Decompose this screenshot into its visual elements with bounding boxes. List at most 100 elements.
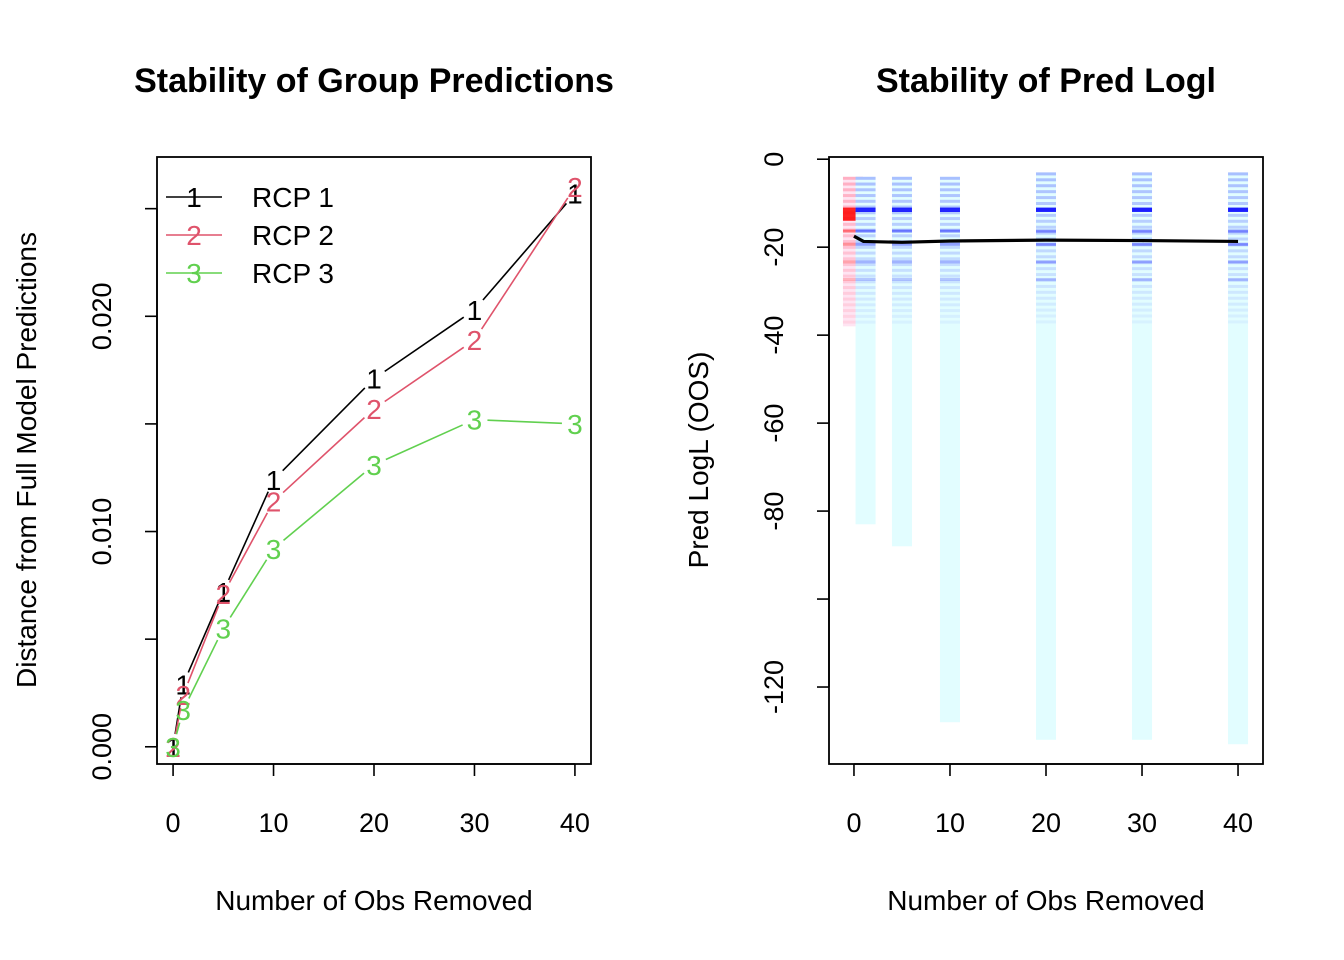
density-band (939, 297, 960, 301)
density-band (891, 286, 912, 290)
density-band (1132, 296, 1153, 300)
left-x-tick-label: 10 (259, 808, 289, 838)
density-band (842, 320, 863, 324)
density-band (842, 263, 863, 267)
density-band (1228, 190, 1249, 194)
density-peak-band (1228, 207, 1249, 212)
density-band (891, 228, 912, 232)
density-band (1132, 219, 1153, 223)
density-band (1228, 278, 1249, 282)
series-3-segment (188, 639, 219, 699)
series-3-segment (175, 722, 181, 735)
density-band (939, 320, 960, 324)
density-band (1228, 184, 1249, 188)
series-2-segment (384, 346, 465, 403)
density-band (1228, 249, 1249, 253)
density-band (891, 251, 912, 255)
density-band (1036, 255, 1056, 259)
legend-marker-rcp-2: 2 (186, 220, 202, 251)
density-band (891, 217, 912, 221)
left-x-axis-label: Number of Obs Removed (215, 885, 532, 916)
density-band (1036, 267, 1056, 271)
series-1-segment (384, 316, 465, 373)
series-2: 2 2 2 2 2 2 2 (165, 172, 582, 763)
density-band (855, 188, 876, 192)
density-band (1228, 225, 1249, 229)
density-band (1036, 213, 1056, 217)
left-chart-panel: Stability of Group Predictions 0 10 20 30 40… (11, 62, 614, 916)
series-1-point: 1 (266, 465, 282, 496)
series-1-point: 1 (175, 669, 191, 700)
density-peak-band (891, 207, 912, 212)
density-strip-tail (939, 176, 960, 723)
density-band (891, 309, 912, 313)
series-3-segment (385, 424, 463, 461)
density-strip-x10 (939, 176, 960, 723)
density-band (939, 280, 960, 284)
density-band (855, 309, 876, 313)
density-band (1228, 273, 1249, 277)
left-y-tick-label: 0.020 (87, 282, 117, 350)
density-band (842, 303, 863, 307)
density-band (1036, 284, 1056, 288)
density-band (939, 176, 960, 180)
density-band (1228, 308, 1249, 312)
density-band (1036, 273, 1056, 277)
density-band (891, 199, 912, 203)
density-band (1228, 237, 1249, 241)
density-band (891, 303, 912, 307)
density-band (842, 222, 863, 226)
density-band (1228, 277, 1249, 281)
left-y-tick-label: 0.010 (87, 498, 117, 566)
density-band (891, 234, 912, 238)
density-band (855, 274, 876, 278)
density-band (1228, 243, 1249, 247)
density-band (842, 176, 863, 180)
density-band (855, 245, 876, 249)
density-band (842, 242, 863, 246)
density-band (891, 314, 912, 318)
density-band (939, 257, 960, 261)
density-band (842, 182, 863, 186)
density-band (842, 286, 863, 290)
right-x-tick-label: 30 (1127, 808, 1157, 838)
series-2-segment (480, 197, 569, 330)
density-band (855, 217, 876, 221)
density-band (842, 245, 863, 249)
density-band (891, 242, 912, 246)
density-band (855, 199, 876, 203)
density-band (855, 182, 876, 186)
density-band (1132, 255, 1153, 259)
density-band (891, 268, 912, 272)
density-band (1132, 242, 1153, 246)
series-1-point: 1 (366, 364, 382, 395)
right-y-axis: 0 -20 -40 -60 -80 -120 (759, 152, 830, 714)
left-x-tick-label: 0 (166, 808, 181, 838)
density-band (1132, 243, 1153, 247)
density-peak-band (939, 207, 960, 212)
density-band (939, 263, 960, 267)
density-band (1132, 308, 1153, 312)
density-band (1132, 213, 1153, 217)
density-band (1132, 184, 1153, 188)
density-band (891, 205, 912, 209)
density-band (1036, 196, 1056, 200)
density-band (1228, 320, 1249, 324)
density-band (1132, 284, 1153, 288)
legend-label-rcp-2: RCP 2 (252, 220, 334, 251)
density-band (1228, 213, 1249, 217)
density-band (842, 229, 863, 233)
right-y-tick-label: -60 (759, 404, 789, 443)
density-band (1228, 296, 1249, 300)
density-band (1036, 320, 1056, 324)
density-band (939, 205, 960, 209)
density-strip-tail (1228, 172, 1249, 745)
right-y-tick-label: -80 (759, 492, 789, 531)
density-band (1132, 290, 1153, 294)
density-band (891, 297, 912, 301)
density-band (842, 277, 863, 281)
density-band (855, 280, 876, 284)
density-band (891, 291, 912, 295)
density-band (855, 229, 876, 233)
